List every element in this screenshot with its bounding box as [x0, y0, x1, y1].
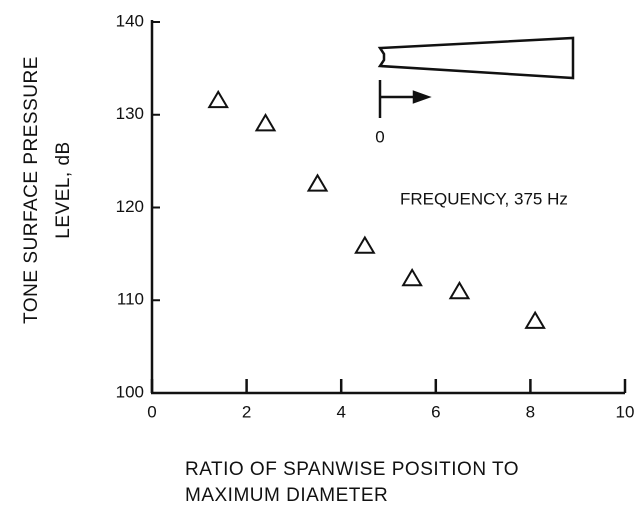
x-tick-label: 8	[526, 402, 535, 421]
inset-arrowhead	[412, 90, 432, 104]
x-tick-label: 4	[336, 402, 345, 421]
x-axis-label: RATIO OF SPANWISE POSITION TO	[185, 459, 519, 480]
y-tick-label: 140	[116, 11, 144, 30]
y-tick-label: 110	[117, 290, 144, 309]
y-tick-label: 100	[116, 382, 144, 401]
inset-diagram	[377, 36, 575, 118]
x-tick-label: 0	[147, 402, 156, 421]
x-tick-label: 10	[616, 402, 635, 421]
point	[448, 280, 471, 300]
point	[354, 235, 376, 254]
inset-cone	[377, 36, 575, 80]
point	[254, 113, 277, 132]
inset-label: 0	[375, 127, 384, 146]
point	[524, 310, 546, 329]
point	[401, 267, 423, 287]
point	[306, 173, 329, 192]
y-axis-label: LEVEL, dB	[53, 141, 74, 238]
y-tick-label: 120	[116, 197, 144, 216]
annotation: FREQUENCY, 375 Hz	[400, 189, 568, 208]
x-axis-label: MAXIMUM DIAMETER	[185, 485, 388, 506]
y-axis-label: TONE SURFACE PRESSURE	[21, 56, 42, 324]
x-tick-label: 6	[431, 402, 440, 421]
x-tick-label: 2	[242, 402, 251, 421]
point	[207, 89, 229, 109]
y-tick-label: 130	[116, 104, 144, 123]
